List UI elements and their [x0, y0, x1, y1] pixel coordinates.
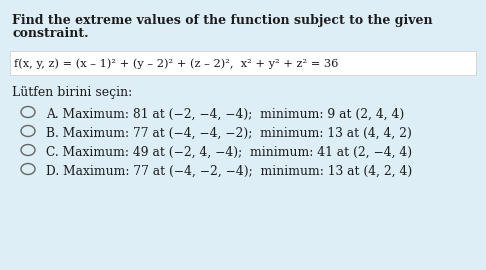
Text: A. Maximum: 81 at (−2, −4, −4);  minimum: 9 at (2, 4, 4): A. Maximum: 81 at (−2, −4, −4); minimum:…: [46, 108, 404, 121]
Text: f(x, y, z) = (x – 1)² + (y – 2)² + (z – 2)²,  x² + y² + z² = 36: f(x, y, z) = (x – 1)² + (y – 2)² + (z – …: [14, 58, 338, 69]
Ellipse shape: [21, 144, 35, 156]
Text: D. Maximum: 77 at (−4, −2, −4);  minimum: 13 at (4, 2, 4): D. Maximum: 77 at (−4, −2, −4); minimum:…: [46, 165, 412, 178]
Ellipse shape: [21, 164, 35, 174]
Text: B. Maximum: 77 at (−4, −4, −2);  minimum: 13 at (4, 4, 2): B. Maximum: 77 at (−4, −4, −2); minimum:…: [46, 127, 412, 140]
Text: constraint.: constraint.: [12, 27, 88, 40]
Text: C. Maximum: 49 at (−2, 4, −4);  minimum: 41 at (2, −4, 4): C. Maximum: 49 at (−2, 4, −4); minimum: …: [46, 146, 412, 159]
Text: Find the extreme values of the function subject to the given: Find the extreme values of the function …: [12, 14, 433, 27]
Ellipse shape: [21, 126, 35, 137]
Ellipse shape: [21, 106, 35, 117]
FancyBboxPatch shape: [10, 51, 476, 75]
Text: Lütfen birini seçin:: Lütfen birini seçin:: [12, 86, 132, 99]
